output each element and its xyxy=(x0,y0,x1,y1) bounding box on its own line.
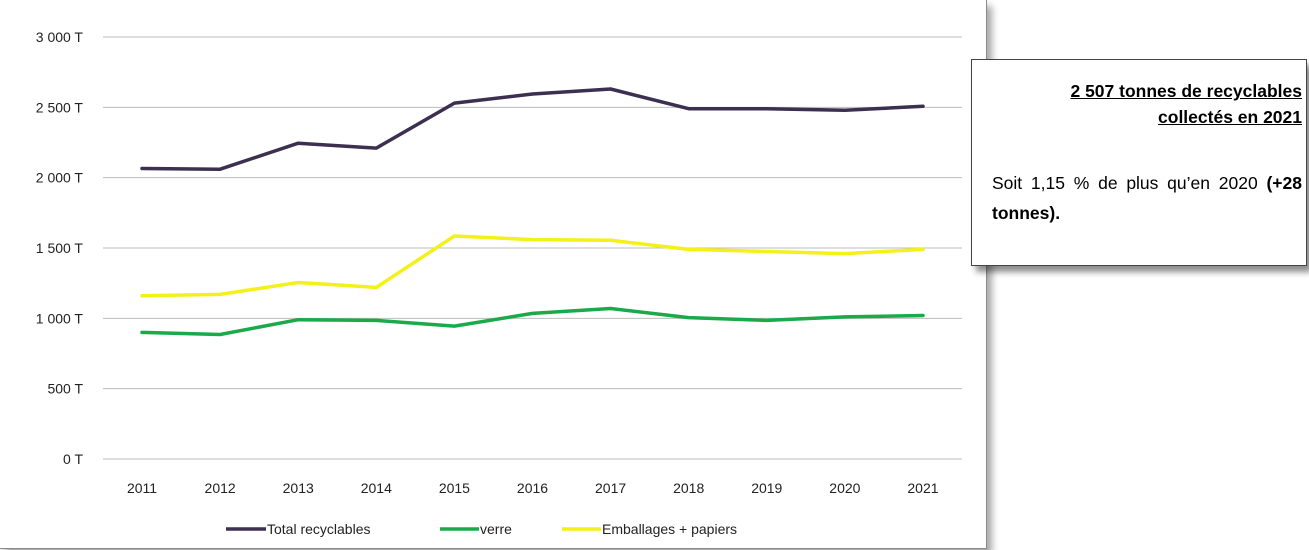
series-line-emballages-papiers xyxy=(140,234,925,298)
x-tick-label: 2019 xyxy=(751,480,782,496)
y-axis-ticks: 0 T 500 T 1 000 T 1 500 T 2 000 T 2 500 T 3 00… xyxy=(36,29,84,467)
x-tick-label: 2018 xyxy=(673,480,704,496)
x-tick-label: 2017 xyxy=(595,480,626,496)
x-tick-label: 2011 xyxy=(127,480,157,496)
y-tick-label: 3 000 T xyxy=(36,29,84,45)
legend-label: Emballages + papiers xyxy=(602,521,737,537)
x-tick-label: 2016 xyxy=(517,480,548,496)
y-tick-label: 0 T xyxy=(63,451,83,467)
summary-callout: 2 507 tonnes de recyclables collectés en… xyxy=(971,59,1307,266)
legend-label: verre xyxy=(480,521,512,537)
y-tick-label: 1 000 T xyxy=(36,310,84,326)
chart-frame: 0 T 500 T 1 000 T 1 500 T 2 000 T 2 500 T 3 00… xyxy=(0,0,987,549)
x-tick-label: 2012 xyxy=(205,480,236,496)
callout-body-text: Soit 1,15 % de plus qu’en 2020 xyxy=(992,173,1267,193)
legend-label: Total recyclables xyxy=(267,521,371,537)
callout-body: Soit 1,15 % de plus qu’en 2020 (+28 tonn… xyxy=(992,168,1302,228)
y-tick-label: 2 000 T xyxy=(36,170,84,186)
y-tick-label: 2 500 T xyxy=(36,99,84,115)
line-chart: 0 T 500 T 1 000 T 1 500 T 2 000 T 2 500 T 3 00… xyxy=(36,29,962,537)
series-line-total-recyclables xyxy=(140,87,925,171)
legend: Total recyclables verre Emballages + papie… xyxy=(226,521,737,537)
callout-headline: 2 507 tonnes de recyclables collectés en… xyxy=(980,78,1302,130)
x-tick-label: 2021 xyxy=(907,480,938,496)
x-tick-label: 2014 xyxy=(361,480,392,496)
callout-headline-line1: 2 507 tonnes de recyclables xyxy=(1070,81,1302,101)
gridlines xyxy=(103,36,962,460)
series-line-verre xyxy=(140,306,925,337)
series-lines xyxy=(140,87,925,337)
x-axis-ticks: 2011 2012 2013 2014 2015 2016 2017 2018 2019 2020… xyxy=(127,480,939,496)
x-tick-label: 2020 xyxy=(829,480,860,496)
callout-body-bold: (+28 tonnes). xyxy=(992,173,1302,223)
x-tick-label: 2015 xyxy=(439,480,470,496)
x-tick-label: 2013 xyxy=(283,480,314,496)
y-tick-label: 500 T xyxy=(47,381,83,397)
y-tick-label: 1 500 T xyxy=(36,240,84,256)
callout-headline-line2: collectés en 2021 xyxy=(1158,107,1302,127)
